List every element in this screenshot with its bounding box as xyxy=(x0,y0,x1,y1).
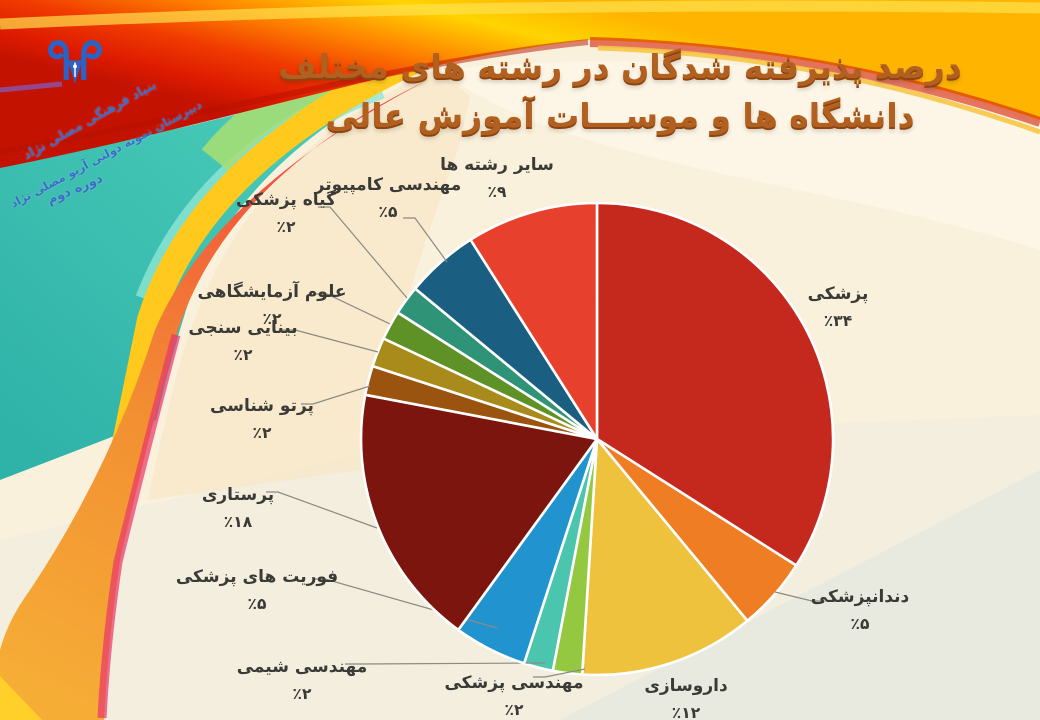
pie-label-9: علوم آزمایشگاهی ٪۲ xyxy=(167,279,377,332)
pie-label-name: مهندسی کامپیوتر xyxy=(314,175,462,195)
background-shade-top xyxy=(440,60,1040,251)
pie-label-name: پزشکی xyxy=(807,284,869,304)
background-wave-highlight xyxy=(0,0,1040,30)
title-line-2: دانشگاه ها و موســـات آموزش عالی xyxy=(325,96,915,135)
background-shade-peach xyxy=(148,70,470,500)
pie-label-percent: ٪۵ xyxy=(378,203,398,221)
pie-label-7: پرتو شناسی ٪۲ xyxy=(182,393,342,446)
background-ribbon-pink-rim xyxy=(97,333,181,719)
pie-label-1: دندانپزشکی ٪۵ xyxy=(775,584,945,637)
leader-line-10 xyxy=(318,206,408,299)
pie-label-12: سایر رشته ها ٪۹ xyxy=(412,152,582,205)
pie-slice-2 xyxy=(580,437,749,677)
leader-line-4 xyxy=(345,662,546,665)
leader-line-3 xyxy=(533,668,586,678)
pie-label-8: بینایی سنجی ٪۲ xyxy=(158,315,328,368)
background-ribbon-teal xyxy=(0,66,430,480)
pie-label-4: مهندسی شیمی ٪۲ xyxy=(212,654,392,707)
leader-line-8 xyxy=(283,329,379,353)
pie-label-percent: ٪۵ xyxy=(247,595,267,613)
pie-label-percent: ٪۲ xyxy=(276,218,296,236)
pie-label-name: پرتو شناسی xyxy=(210,396,314,416)
leader-line-6 xyxy=(266,491,378,529)
pie-slice-6 xyxy=(359,393,599,632)
background-ribbon-red xyxy=(0,80,428,720)
pie-label-0: پزشکی ٪۳۴ xyxy=(763,281,913,334)
pie-label-3: مهندسی پزشکی ٪۲ xyxy=(424,670,604,720)
pie-label-percent: ٪۳۴ xyxy=(823,312,853,330)
background-wave-red-edge xyxy=(589,37,1040,127)
leader-line-11 xyxy=(403,217,448,263)
leader-line-9 xyxy=(315,293,391,325)
pie-label-percent: ٪۲ xyxy=(262,310,282,328)
pie-label-name: بینایی سنجی xyxy=(188,318,298,338)
pie-label-percent: ٪۹ xyxy=(487,183,507,201)
pie-label-name: علوم آزمایشگاهی xyxy=(197,282,347,302)
leader-line-7 xyxy=(301,385,371,405)
title-line-1: درصد پذیرفته شدگان در رشته های مختلف xyxy=(278,47,962,86)
pie-label-percent: ٪۲ xyxy=(504,701,524,719)
background-wave-crease xyxy=(0,39,589,155)
pie-label-name: فوریت های پزشکی xyxy=(175,567,339,587)
pie-label-percent: ٪۱۸ xyxy=(223,513,253,531)
background-wave xyxy=(0,0,1040,168)
pie-label-name: مهندسی شیمی xyxy=(236,657,368,677)
background-corner-yellow xyxy=(0,676,42,720)
pie-label-name: مهندسی پزشکی xyxy=(444,673,584,693)
slide-title: درصد پذیرفته شدگان در رشته های مختلف دان… xyxy=(270,42,970,140)
pie-label-name: گیاه پزشکی xyxy=(236,190,336,210)
pie-label-11: مهندسی کامپیوتر ٪۵ xyxy=(293,172,483,225)
pie-label-name: پرستاری xyxy=(201,485,275,505)
leader-line-1 xyxy=(774,591,824,602)
pie-label-6: پرستاری ٪۱۸ xyxy=(163,482,313,535)
pie-label-2: داروسازی ٪۱۲ xyxy=(611,673,761,720)
background-wave-gold-edge xyxy=(597,45,1040,135)
pie-label-percent: ٪۲ xyxy=(252,424,272,442)
pie-label-percent: ٪۱۲ xyxy=(671,704,701,720)
pie-label-percent: ٪۲ xyxy=(233,346,253,364)
pie-label-percent: ٪۲ xyxy=(292,685,312,703)
pie-label-name: دندانپزشکی xyxy=(810,587,910,607)
pie-slice-12 xyxy=(469,201,599,441)
pie-slice-0 xyxy=(595,201,835,567)
pie-label-name: داروسازی xyxy=(644,676,728,696)
pie-label-name: سایر رشته ها xyxy=(440,155,554,175)
pie-label-percent: ٪۵ xyxy=(850,615,870,633)
pie-label-10: گیاه پزشکی ٪۲ xyxy=(201,187,371,240)
pie-label-5: فوریت های پزشکی ٪۵ xyxy=(152,564,362,617)
background-purple-streak xyxy=(0,81,63,93)
